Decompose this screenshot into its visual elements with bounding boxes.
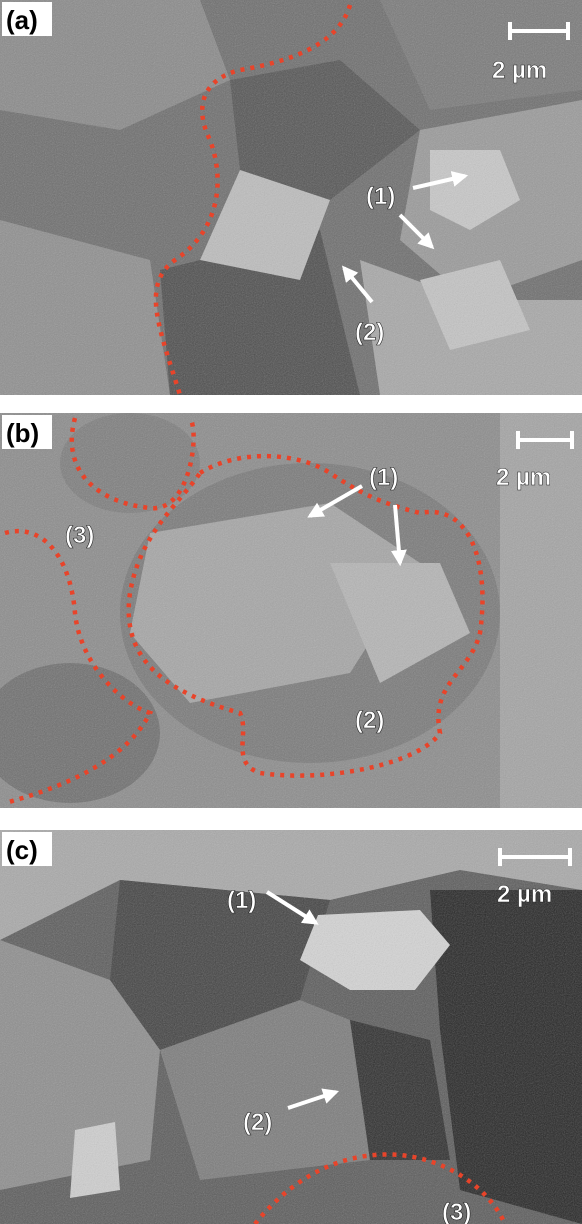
annotation: (3) — [442, 1199, 471, 1224]
panel-c: (c) 2 µm (1) (2) (3) — [0, 830, 582, 1224]
figure: (a) 2 µm (1) (2) (b) 2 µm (1) (2) (3) (c… — [0, 0, 582, 1224]
panel-label: (c) — [6, 835, 38, 865]
scale-bar-label: 2 µm — [496, 464, 551, 491]
scale-bar-label: 2 µm — [492, 57, 547, 84]
annotation: (2) — [355, 319, 384, 346]
panel-label: (b) — [6, 418, 39, 448]
scale-bar-label: 2 µm — [497, 881, 552, 908]
panel-label: (a) — [6, 5, 38, 35]
annotation: (1) — [369, 464, 398, 491]
annotation: (1) — [366, 183, 395, 210]
annotation: (2) — [355, 707, 384, 734]
annotation: (2) — [243, 1109, 272, 1136]
annotation: (1) — [227, 887, 256, 914]
annotation: (3) — [65, 522, 94, 549]
panel-b: (b) 2 µm (1) (2) (3) — [0, 413, 582, 808]
panel-a: (a) 2 µm (1) (2) — [0, 0, 582, 395]
